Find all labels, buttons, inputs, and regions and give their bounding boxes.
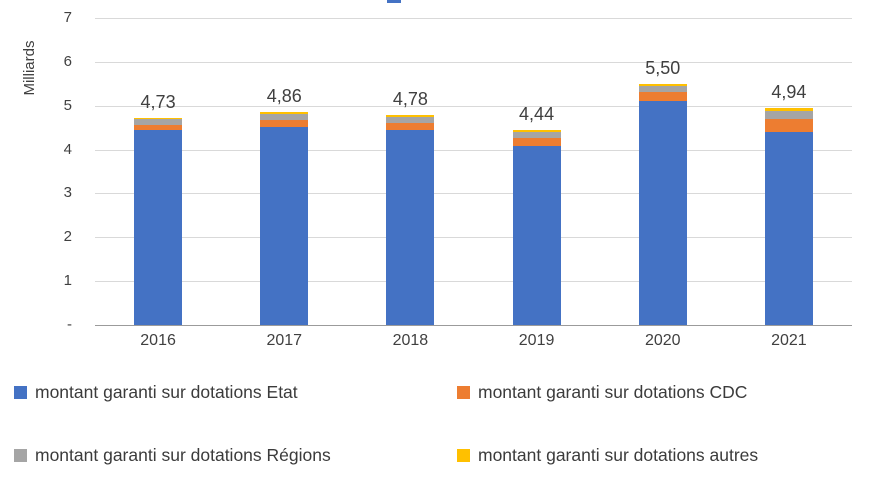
bar-segment bbox=[134, 119, 183, 126]
bar-segment bbox=[260, 111, 309, 114]
y-tick-label: 6 bbox=[63, 52, 72, 70]
gridline bbox=[95, 281, 852, 283]
y-tick-label: - bbox=[67, 316, 72, 333]
legend-label: montant garanti sur dotations Etat bbox=[35, 382, 298, 402]
bar-segment bbox=[260, 113, 309, 120]
legend-item: montant garanti sur dotations CDC bbox=[457, 382, 859, 403]
bar-segment bbox=[764, 111, 813, 119]
x-axis-label: 2017 bbox=[266, 332, 303, 349]
gridline bbox=[95, 149, 852, 151]
bar-segment bbox=[134, 117, 183, 120]
legend-label: montant garanti sur dotations CDC bbox=[478, 382, 748, 402]
gridline bbox=[95, 237, 852, 239]
top-blue-mark bbox=[387, 0, 401, 3]
bar-segment bbox=[386, 117, 435, 124]
plot-area: 4,73 4,86 4,78 4,44 5,50 4,94 bbox=[95, 18, 852, 326]
x-axis-label: 2020 bbox=[644, 332, 681, 349]
bar-segment bbox=[638, 101, 687, 325]
x-axis-label: 2018 bbox=[392, 332, 429, 349]
bar-segment bbox=[260, 119, 309, 127]
legend-item: montant garanti sur dotations Régions bbox=[14, 445, 457, 466]
y-axis: 7 6 5 4 3 2 1 - bbox=[0, 9, 86, 333]
bar-segment bbox=[638, 86, 687, 92]
bar-segment bbox=[386, 115, 435, 118]
bar-total-label: 4,86 bbox=[266, 85, 302, 106]
bar-segment bbox=[386, 123, 435, 130]
x-axis-label: 2021 bbox=[771, 332, 807, 349]
bar-segment bbox=[512, 132, 561, 139]
legend-swatch-icon bbox=[14, 386, 27, 399]
bar-segment bbox=[764, 132, 813, 325]
y-tick-label: 2 bbox=[63, 228, 72, 246]
bar-segment bbox=[134, 129, 183, 325]
bar-segment bbox=[764, 118, 813, 133]
bar-segment bbox=[764, 108, 813, 112]
x-axis-label: 2016 bbox=[140, 332, 176, 349]
bar-segment bbox=[260, 126, 309, 325]
gridline bbox=[95, 105, 852, 107]
bar-segment bbox=[512, 130, 561, 133]
bar-segment bbox=[638, 83, 687, 86]
legend-label: montant garanti sur dotations autres bbox=[478, 445, 759, 465]
y-tick-label: 4 bbox=[63, 140, 72, 158]
y-tick-label: 3 bbox=[63, 184, 72, 202]
legend-swatch-icon bbox=[14, 449, 27, 462]
bar-segment bbox=[512, 138, 561, 147]
gridline bbox=[95, 193, 852, 195]
bar-total-label: 4,94 bbox=[771, 82, 807, 103]
x-axis-label: 2019 bbox=[518, 332, 555, 349]
bar-total-label: 4,44 bbox=[519, 104, 555, 125]
y-tick-label: 5 bbox=[63, 96, 72, 114]
gridline bbox=[95, 18, 852, 19]
bar-total-label: 4,78 bbox=[392, 89, 428, 110]
bar-total-label: 4,73 bbox=[140, 91, 176, 112]
y-tick-label: 7 bbox=[63, 9, 72, 26]
bar-segment bbox=[512, 146, 561, 325]
bar-segment bbox=[134, 125, 183, 130]
x-axis: 2016 2017 2018 2019 2020 2021 bbox=[95, 332, 852, 356]
bar-segment bbox=[638, 91, 687, 102]
legend-item: montant garanti sur dotations Etat bbox=[14, 382, 457, 403]
legend-swatch-icon bbox=[457, 386, 470, 399]
bar-segment bbox=[386, 129, 435, 325]
bar-total-label: 5,50 bbox=[645, 57, 681, 78]
legend: montant garanti sur dotations Etat montan… bbox=[14, 382, 859, 466]
legend-label: montant garanti sur dotations Régions bbox=[35, 445, 331, 465]
y-tick-label: 1 bbox=[63, 272, 72, 290]
legend-swatch-icon bbox=[457, 449, 470, 462]
legend-item: montant garanti sur dotations autres bbox=[457, 445, 859, 466]
gridline bbox=[95, 61, 852, 63]
